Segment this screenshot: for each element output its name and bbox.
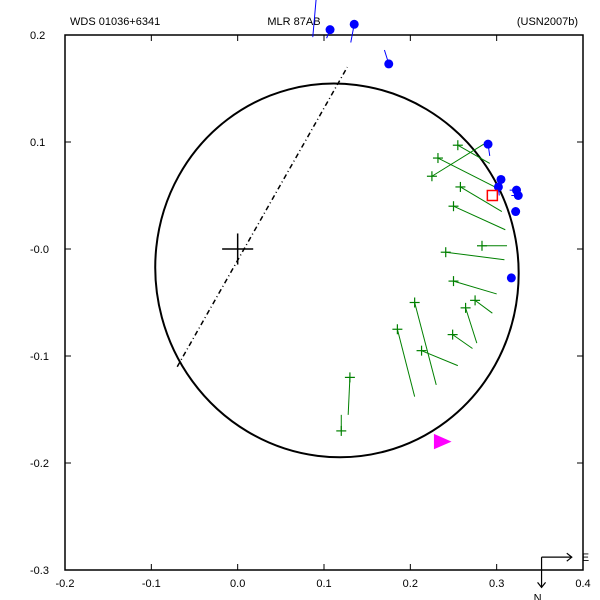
svg-text:0.3: 0.3 [489,578,504,590]
svg-text:E: E [582,552,589,564]
svg-text:-0.3: -0.3 [30,565,49,577]
svg-text:-0.1: -0.1 [142,578,161,590]
orbit-chart: WDS 01036+6341 MLR 87AB (USN2007b) 0.2 0.1 -0… [0,0,600,600]
svg-text:0.4: 0.4 [575,578,590,590]
svg-text:-0.0: -0.0 [30,244,49,256]
svg-text:-0.2: -0.2 [56,578,75,590]
svg-text:N: N [534,592,542,600]
svg-text:0.1: 0.1 [316,578,331,590]
svg-text:MLR 87AB: MLR 87AB [267,16,320,28]
svg-text:(USN2007b): (USN2007b) [517,16,578,28]
svg-text:WDS 01036+6341: WDS 01036+6341 [70,16,160,28]
svg-text:-0.2: -0.2 [30,458,49,470]
svg-text:0.2: 0.2 [403,578,418,590]
svg-text:0.2: 0.2 [30,30,45,42]
svg-text:0.1: 0.1 [30,137,45,149]
svg-text:0.0: 0.0 [230,578,245,590]
svg-text:-0.1: -0.1 [30,351,49,363]
